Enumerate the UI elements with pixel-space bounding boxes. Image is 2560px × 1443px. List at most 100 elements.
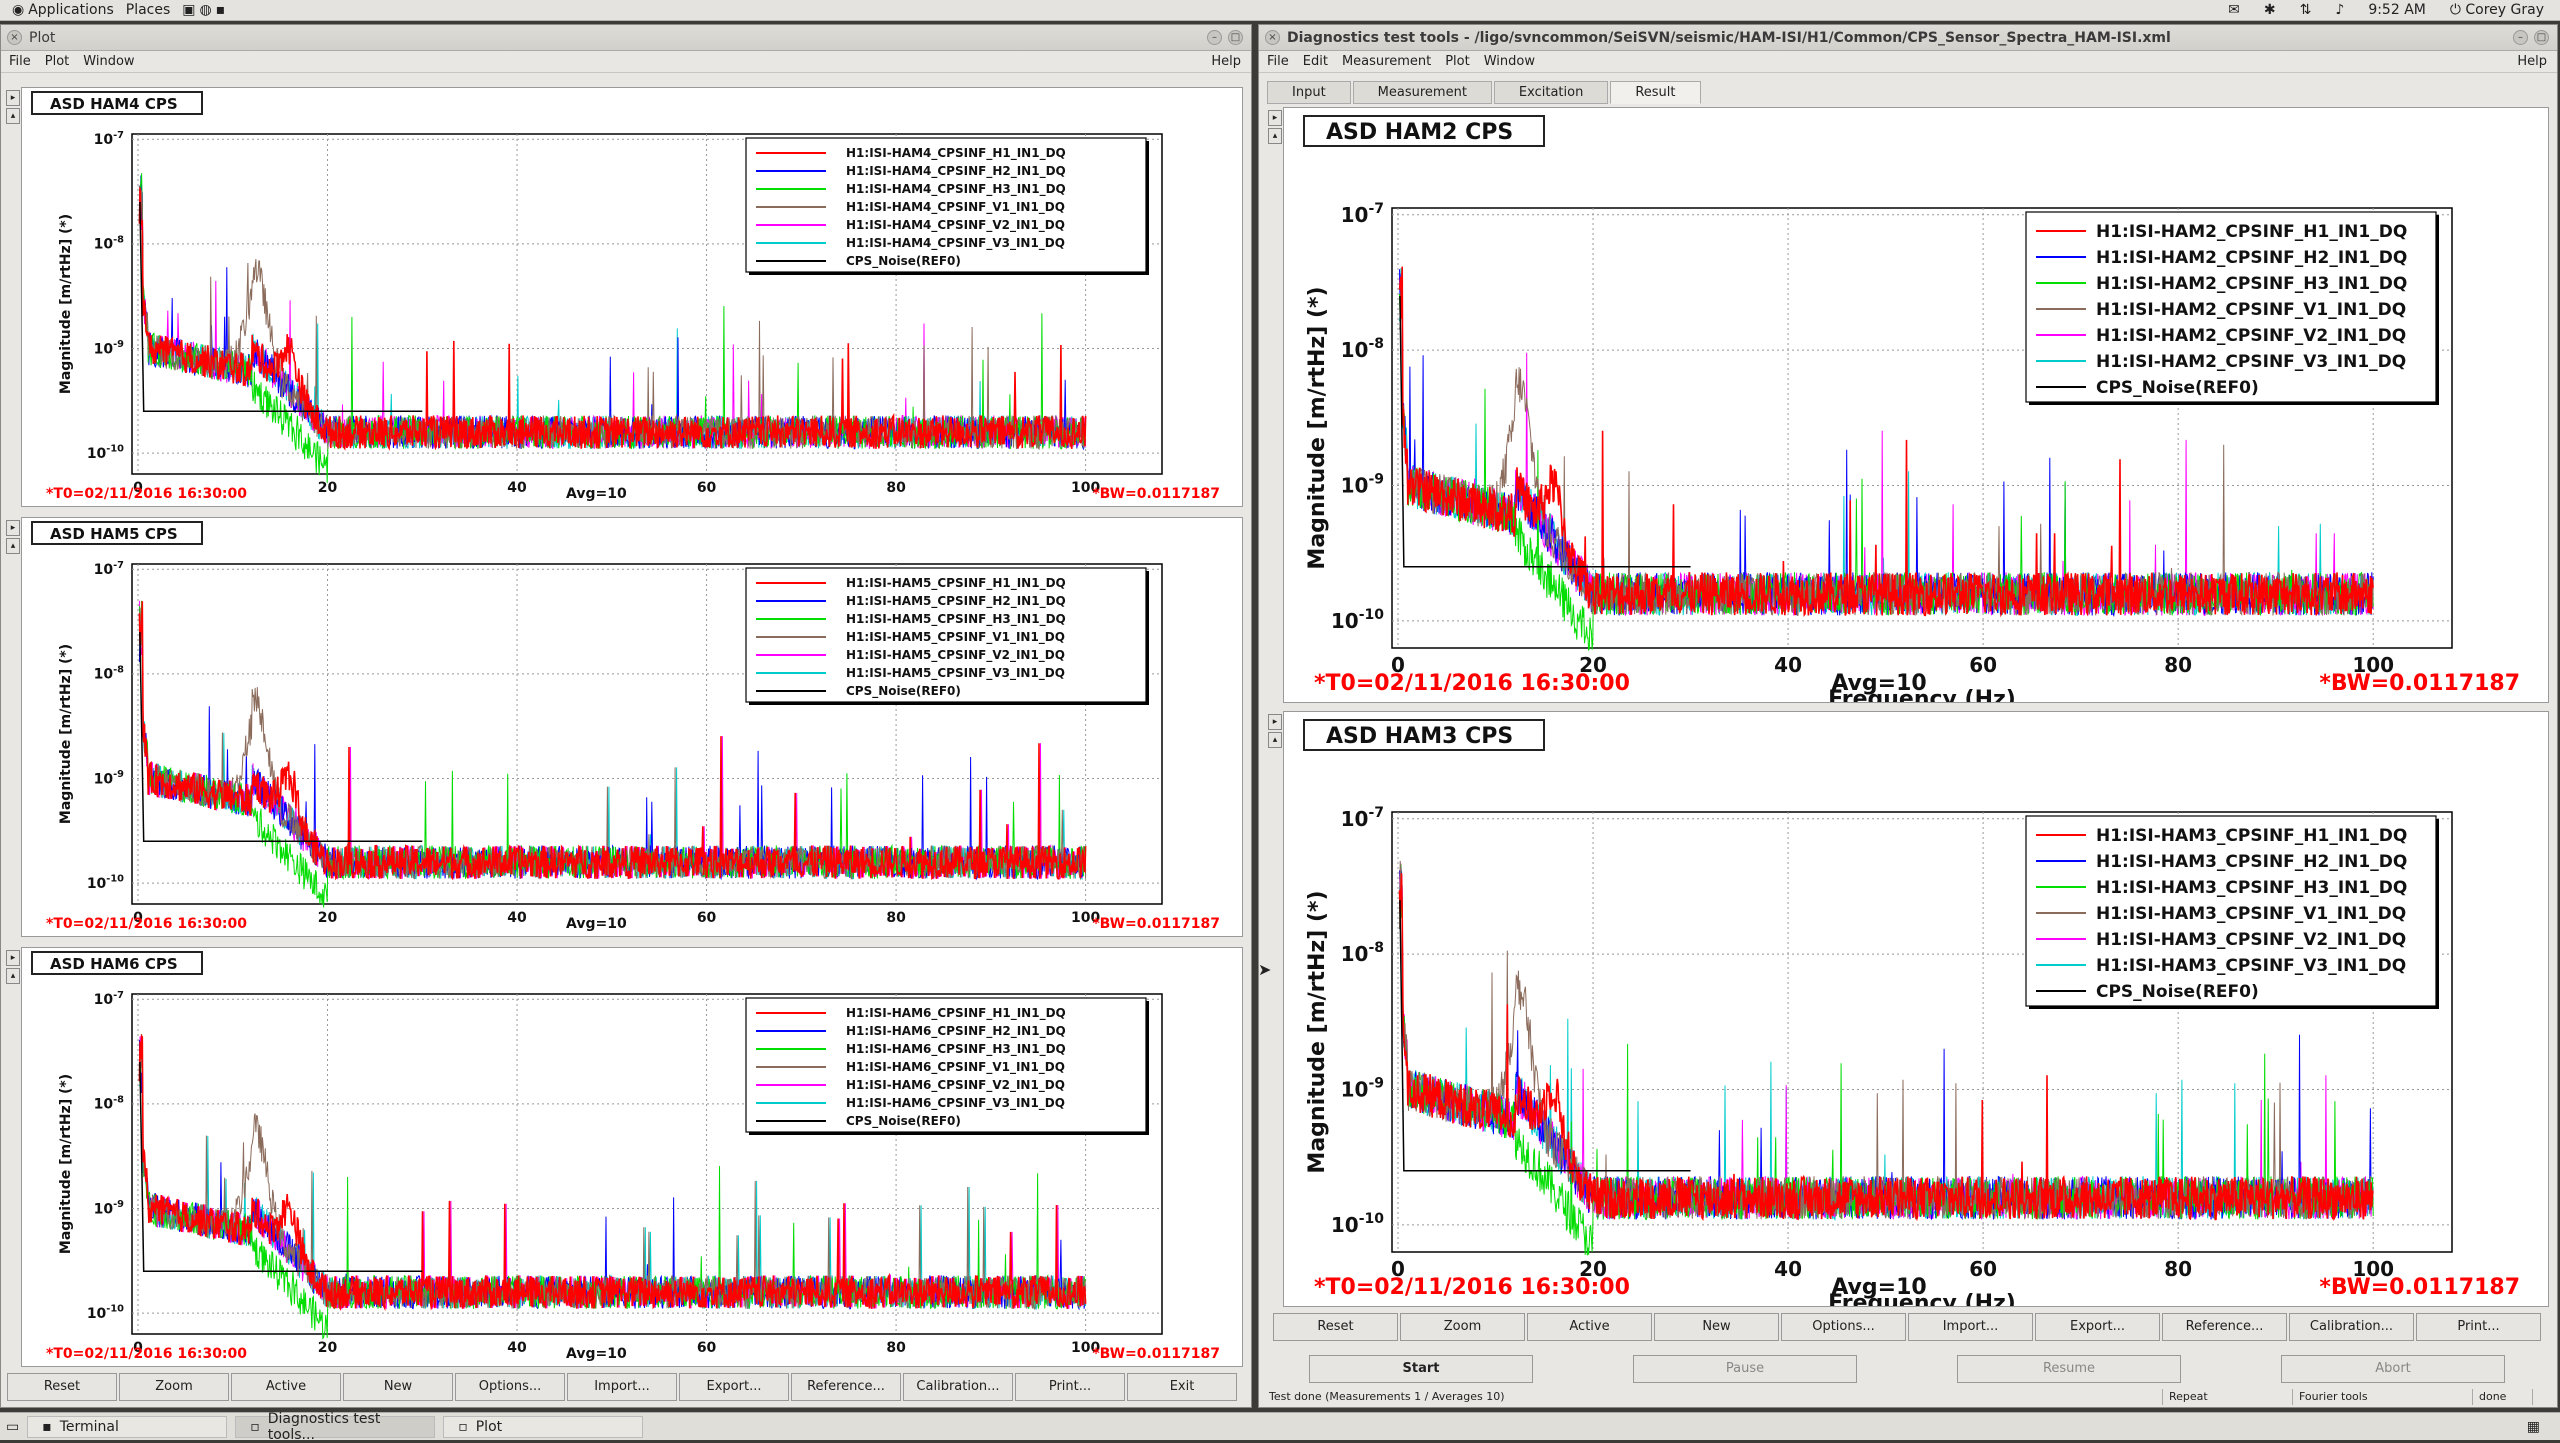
- minimize-icon[interactable]: –: [1207, 30, 1222, 45]
- legend-entry: H1:ISI-HAM5_CPSINF_H3_IN1_DQ: [846, 612, 1066, 627]
- print-button[interactable]: Print...: [1015, 1373, 1125, 1401]
- expand-panel-icon[interactable]: ▸: [6, 90, 20, 106]
- noise-reference-trace: [1399, 295, 1691, 568]
- avg-label: Avg=10: [566, 1346, 627, 1362]
- reset-button[interactable]: Reset: [1273, 1313, 1398, 1341]
- t0-label: *T0=02/11/2016 16:30:00: [46, 486, 247, 502]
- tab-input[interactable]: Input: [1267, 81, 1351, 104]
- legend-entry: H1:ISI-HAM5_CPSINF_V3_IN1_DQ: [846, 666, 1065, 681]
- pause-button[interactable]: Pause: [1633, 1355, 1857, 1383]
- zoom-button[interactable]: Zoom: [1400, 1313, 1525, 1341]
- menu-window[interactable]: Window: [83, 54, 135, 69]
- new-button[interactable]: New: [1654, 1313, 1779, 1341]
- diagnostics-window-titlebar[interactable]: × Diagnostics test tools - /ligo/svncomm…: [1259, 25, 2557, 51]
- mail-icon[interactable]: ✉: [2228, 2, 2240, 18]
- collapse-panel-icon[interactable]: ▴: [1268, 732, 1282, 748]
- menu-window[interactable]: Window: [1483, 54, 1535, 69]
- calibration-button[interactable]: Calibration...: [2289, 1313, 2414, 1341]
- zoom-button[interactable]: Zoom: [119, 1373, 229, 1401]
- places-menu[interactable]: Places: [126, 2, 171, 18]
- bw-label: *BW=0.0117187: [1092, 916, 1220, 932]
- maximize-icon[interactable]: □: [2534, 30, 2549, 45]
- legend-entry: H1:ISI-HAM6_CPSINF_H1_IN1_DQ: [846, 1006, 1066, 1021]
- y-axis-label: Magnitude [m/rtHz] (*): [58, 644, 74, 824]
- bluetooth-icon[interactable]: ✱: [2263, 2, 2276, 18]
- menu-help[interactable]: Help: [1211, 54, 1241, 69]
- legend-entry: CPS_Noise(REF0): [846, 254, 961, 269]
- resume-button[interactable]: Resume: [1957, 1355, 2181, 1383]
- volume-icon[interactable]: ♪: [2335, 2, 2345, 18]
- calibration-button[interactable]: Calibration...: [903, 1373, 1013, 1401]
- active-button[interactable]: Active: [231, 1373, 341, 1401]
- show-desktop-icon[interactable]: ▭: [6, 1418, 20, 1435]
- collapse-panel-icon[interactable]: ▴: [6, 968, 20, 984]
- menu-measurement[interactable]: Measurement: [1341, 54, 1432, 69]
- options-button[interactable]: Options...: [1781, 1313, 1906, 1341]
- plot-panel[interactable]: ▸ ▴ ASD HAM4 CPS 0 20 40 60 80 100 10-10 10-9 10-8 1…: [6, 87, 1243, 522]
- file-manager-icon[interactable]: ▣: [182, 2, 196, 18]
- menu-plot[interactable]: Plot: [1445, 54, 1470, 69]
- tab-measurement[interactable]: Measurement: [1352, 81, 1492, 104]
- menu-help[interactable]: Help: [2517, 54, 2547, 69]
- reference-button[interactable]: Reference...: [791, 1373, 901, 1401]
- taskbar-item-terminal[interactable]: ▪ Terminal: [27, 1415, 228, 1438]
- abort-button[interactable]: Abort: [2281, 1355, 2505, 1383]
- y-tick-label: 10-8: [94, 1094, 125, 1112]
- menu-plot[interactable]: Plot: [44, 54, 70, 69]
- start-button[interactable]: Start: [1309, 1355, 1533, 1383]
- taskbar-item-diagnostics[interactable]: ▫ Diagnostics test tools...: [235, 1411, 436, 1443]
- tab-result[interactable]: Result: [1610, 81, 1701, 104]
- x-tick-label: 60: [1969, 1257, 1997, 1281]
- y-tick-label: 10-7: [1341, 201, 1384, 227]
- y-tick-label: 10-10: [87, 1304, 124, 1322]
- network-icon[interactable]: ⇅: [2299, 2, 2312, 18]
- close-icon[interactable]: ×: [7, 30, 22, 45]
- expand-panel-icon[interactable]: ▸: [6, 950, 20, 966]
- taskbar-item-plot[interactable]: ▫ Plot: [443, 1415, 644, 1438]
- menu-edit[interactable]: Edit: [1302, 54, 1328, 69]
- noise-reference-trace: [139, 1061, 423, 1272]
- y-tick-label: 10-9: [1341, 1076, 1384, 1102]
- y-tick-label: 10-8: [1341, 940, 1384, 966]
- applications-menu[interactable]: ◉ Applications: [12, 2, 114, 18]
- menu-file[interactable]: File: [1267, 54, 1289, 69]
- expand-panel-icon[interactable]: ▸: [1268, 714, 1282, 730]
- legend-entry: H1:ISI-HAM3_CPSINF_H1_IN1_DQ: [2096, 826, 2407, 846]
- terminal-icon[interactable]: ▪: [215, 2, 226, 18]
- export-button[interactable]: Export...: [679, 1373, 789, 1401]
- plot-panel[interactable]: ▸ ▴ ASD HAM6 CPS 0 20 40 60 80 100 10-10 10-9 10-8 1…: [6, 947, 1243, 1382]
- clock[interactable]: 9:52 AM: [2368, 2, 2426, 18]
- close-icon[interactable]: ×: [1265, 30, 1280, 45]
- firefox-icon[interactable]: ◍: [199, 2, 212, 18]
- active-button[interactable]: Active: [1527, 1313, 1652, 1341]
- plot-panel[interactable]: ▸ ▴ ASD HAM3 CPS 0 20 40 60 80 100 10-10 10-9 10-8 1…: [1268, 711, 2549, 1316]
- minimize-icon[interactable]: –: [2513, 30, 2528, 45]
- expand-panel-icon[interactable]: ▸: [1268, 110, 1282, 126]
- plot-window-titlebar[interactable]: × Plot – □: [1, 25, 1251, 51]
- collapse-panel-icon[interactable]: ▴: [6, 538, 20, 554]
- noise-reference-trace: [139, 631, 423, 842]
- import-button[interactable]: Import...: [567, 1373, 677, 1401]
- plot-panel[interactable]: ▸ ▴ ASD HAM5 CPS 0 20 40 60 80 100 10-10 10-9 10-8 1…: [6, 517, 1243, 952]
- maximize-icon[interactable]: □: [1228, 30, 1243, 45]
- spectrum-chart: ASD HAM5 CPS 0 20 40 60 80 100 10-10 10-9 10-8 10-…: [31, 521, 1220, 952]
- user-menu[interactable]: ⏻ Corey Gray: [2449, 2, 2544, 18]
- options-button[interactable]: Options...: [455, 1373, 565, 1401]
- collapse-panel-icon[interactable]: ▴: [1268, 128, 1282, 144]
- menu-file[interactable]: File: [9, 54, 31, 69]
- x-tick-label: 20: [318, 1340, 338, 1356]
- tab-excitation[interactable]: Excitation: [1493, 81, 1609, 104]
- reset-button[interactable]: Reset: [7, 1373, 117, 1401]
- export-button[interactable]: Export...: [2035, 1313, 2160, 1341]
- exit-button[interactable]: Exit: [1127, 1373, 1237, 1401]
- print-button[interactable]: Print...: [2416, 1313, 2541, 1341]
- plot-panel[interactable]: ▸ ▴ ASD HAM2 CPS 0 20 40 60 80 100 10-10 10-9 10-8 1…: [1268, 107, 2549, 712]
- reference-button[interactable]: Reference...: [2162, 1313, 2287, 1341]
- new-button[interactable]: New: [343, 1373, 453, 1401]
- import-button[interactable]: Import...: [1908, 1313, 2033, 1341]
- spectrum-chart: ASD HAM4 CPS 0 20 40 60 80 100 10-10 10-9 10-8 10-…: [31, 91, 1220, 522]
- x-tick-label: 80: [886, 480, 906, 496]
- expand-panel-icon[interactable]: ▸: [6, 520, 20, 536]
- workspace-switcher-icon[interactable]: ▦: [2526, 1418, 2540, 1435]
- collapse-panel-icon[interactable]: ▴: [6, 108, 20, 124]
